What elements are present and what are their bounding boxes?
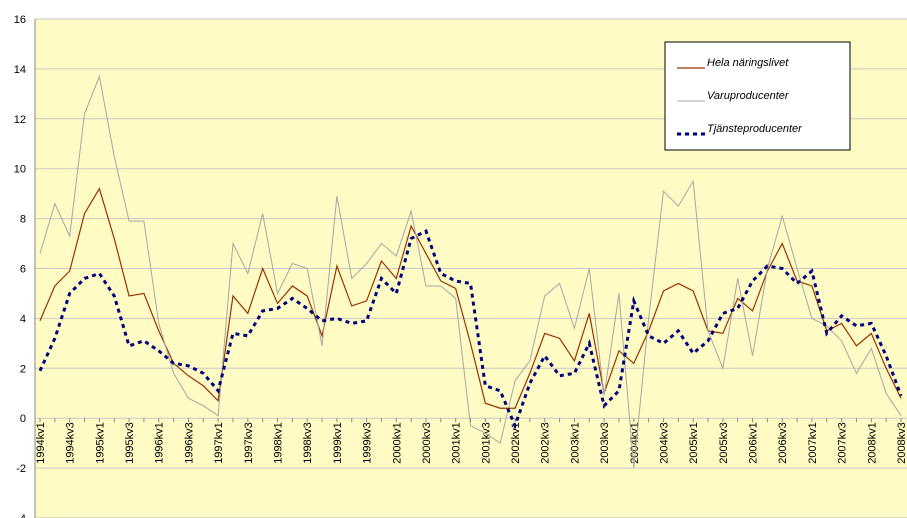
- legend-label: Hela näringslivet: [707, 57, 789, 69]
- x-tick-label: 2003kv1: [569, 422, 581, 464]
- x-tick-label: 2006kv3: [777, 422, 789, 464]
- legend-box: [664, 41, 851, 151]
- x-tick-label: 1999kv3: [362, 422, 374, 464]
- x-tick-label: 1994kv1: [35, 422, 47, 464]
- x-tick-label: 2008kv1: [866, 422, 878, 464]
- x-tick-label: 2002kv1: [510, 422, 522, 464]
- x-tick-label: 2005kv1: [688, 422, 700, 464]
- x-tick-label: 2001kv3: [480, 422, 492, 464]
- x-tick-label: 2002kv3: [540, 422, 552, 464]
- x-tick-label: 1998kv3: [302, 422, 314, 464]
- x-tick-label: 2008kv3: [896, 422, 907, 464]
- x-tick-label: 1997kv3: [243, 422, 255, 464]
- y-tick-label: 14: [14, 64, 26, 76]
- x-tick-label: 1996kv1: [154, 422, 166, 464]
- y-tick-label: 12: [14, 114, 26, 126]
- x-tick-label: 2004kv3: [658, 422, 670, 464]
- x-tick-label: 2003kv3: [599, 422, 611, 464]
- x-tick-label: 1995kv3: [124, 422, 136, 464]
- x-tick-label: 2000kv1: [391, 422, 403, 464]
- x-tick-label: 1994kv3: [65, 422, 77, 464]
- y-tick-label: 16: [14, 14, 26, 26]
- y-tick-label: 2: [20, 363, 26, 375]
- y-tick-label: 10: [14, 164, 26, 176]
- x-tick-label: 2007kv3: [837, 422, 849, 464]
- y-tick-label: 0: [20, 413, 26, 425]
- x-tick-label: 1999kv1: [332, 422, 344, 464]
- y-tick-label: -4: [16, 513, 26, 518]
- x-tick-label: 1996kv3: [183, 422, 195, 464]
- y-tick-label: 4: [20, 313, 26, 325]
- y-tick-label: 6: [20, 264, 26, 276]
- x-tick-label: 1995kv1: [94, 422, 106, 464]
- legend-label: Varuproducenter: [707, 90, 790, 102]
- series-line: [39, 74, 902, 469]
- x-tick-label: 2006kv1: [748, 422, 760, 464]
- x-tick-label: 1997kv1: [213, 422, 225, 464]
- x-tick-label: 1998kv1: [273, 422, 285, 464]
- x-tick-label: 2005kv3: [718, 422, 730, 464]
- legend-label: Tjänsteproducenter: [707, 123, 803, 135]
- x-tick-label: 2007kv1: [807, 422, 819, 464]
- x-tick-label: 2000kv3: [421, 422, 433, 464]
- series-line: [39, 187, 902, 409]
- y-tick-label: -2: [16, 463, 26, 475]
- x-tick-label: 2001kv1: [451, 422, 463, 464]
- y-tick-label: 8: [20, 214, 26, 226]
